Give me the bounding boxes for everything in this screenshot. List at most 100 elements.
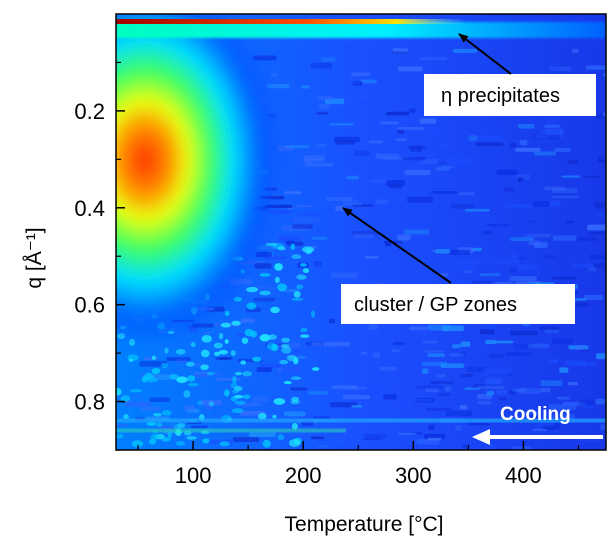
texture-speckle <box>274 276 280 284</box>
annotation-cluster-gp-zones: cluster / GP zones <box>341 207 575 324</box>
texture-speckle <box>397 432 417 436</box>
texture-speckle <box>360 351 367 355</box>
texture-speckle <box>340 199 358 203</box>
texture-speckle <box>532 272 542 275</box>
texture-speckle <box>556 396 571 400</box>
texture-speckle <box>116 424 129 427</box>
texture-speckle <box>362 438 380 441</box>
texture-speckle <box>124 401 152 407</box>
texture-speckle <box>575 302 589 307</box>
texture-speckle <box>595 398 606 405</box>
texture-speckle <box>297 205 312 208</box>
texture-speckle <box>483 368 511 374</box>
texture-speckle <box>293 290 301 298</box>
texture-speckle <box>528 240 541 246</box>
texture-speckle <box>488 353 505 358</box>
texture-speckle <box>561 175 581 178</box>
texture-speckle <box>230 396 238 402</box>
texture-speckle <box>291 422 298 430</box>
texture-speckle <box>542 255 557 259</box>
texture-speckle <box>335 205 345 211</box>
texture-speckle <box>530 415 539 419</box>
cooling-label: Cooling <box>500 404 571 425</box>
texture-speckle <box>440 363 465 369</box>
texture-speckle <box>224 310 230 317</box>
annotation-arrow <box>342 207 452 284</box>
texture-speckle <box>208 401 215 407</box>
texture-speckle <box>329 318 336 324</box>
texture-speckle <box>233 297 242 302</box>
texture-speckle <box>445 386 452 392</box>
texture-speckle <box>509 267 518 273</box>
texture-speckle <box>219 356 233 360</box>
texture-speckle <box>231 408 244 414</box>
texture-speckle <box>486 390 495 396</box>
texture-speckle <box>524 233 551 238</box>
texture-speckle <box>424 387 440 393</box>
texture-speckle <box>425 407 453 411</box>
texture-speckle <box>428 424 435 431</box>
annotation-eta-precipitates: η precipitates <box>424 33 596 116</box>
texture-speckle <box>495 390 508 395</box>
texture-speckle <box>602 95 606 99</box>
texture-speckle <box>310 62 332 69</box>
heatmap-plot-area <box>116 14 606 450</box>
texture-speckle <box>514 147 541 152</box>
texture-speckle <box>589 254 606 260</box>
texture-speckle <box>230 350 236 357</box>
texture-speckle <box>576 237 598 241</box>
texture-speckle <box>580 349 591 352</box>
texture-speckle <box>283 381 292 385</box>
texture-speckle <box>312 415 330 419</box>
texture-speckle <box>242 370 252 377</box>
texture-speckle <box>234 400 246 405</box>
texture-speckle <box>451 265 478 271</box>
texture-speckle <box>236 333 245 337</box>
y-tick-label: 0.2 <box>74 99 105 124</box>
texture-speckle <box>270 73 279 77</box>
texture-speckle <box>468 135 478 141</box>
texture-speckle <box>588 267 597 272</box>
texture-speckle <box>267 334 277 340</box>
texture-speckle <box>528 343 550 349</box>
texture-speckle <box>509 330 538 336</box>
texture-speckle <box>166 357 191 361</box>
x-axis-title: Temperature [°C] <box>285 513 444 536</box>
texture-speckle <box>351 167 359 171</box>
texture-speckle <box>544 186 566 191</box>
texture-speckle <box>595 353 606 360</box>
texture-speckle <box>314 263 321 269</box>
texture-speckle <box>161 437 171 442</box>
y-tick-label: 0.6 <box>74 293 105 318</box>
texture-speckle <box>148 438 157 445</box>
texture-speckle <box>296 274 307 280</box>
texture-speckle <box>471 247 482 252</box>
texture-speckle <box>404 398 432 402</box>
texture-speckle <box>548 404 577 411</box>
low-q-band <box>116 22 606 38</box>
texture-speckle <box>446 158 473 165</box>
texture-speckle <box>515 257 526 260</box>
x-tick-label: 400 <box>505 463 542 488</box>
texture-speckle <box>224 339 229 344</box>
texture-speckle <box>336 446 358 450</box>
texture-speckle <box>459 405 468 410</box>
x-tick-label: 100 <box>175 463 212 488</box>
texture-speckle <box>290 243 296 251</box>
texture-speckle <box>533 242 548 249</box>
texture-speckle <box>325 196 353 202</box>
texture-speckle <box>386 180 405 186</box>
x-tick-label: 200 <box>285 463 322 488</box>
texture-speckle <box>368 140 384 144</box>
texture-speckle <box>232 389 240 394</box>
texture-speckle <box>139 360 168 367</box>
texture-speckle <box>213 342 223 349</box>
texture-speckle <box>386 111 410 116</box>
texture-speckle <box>379 121 399 125</box>
texture-speckle <box>552 338 574 344</box>
texture-speckle <box>190 425 208 429</box>
texture-speckle <box>201 349 210 358</box>
texture-speckle <box>156 426 180 430</box>
texture-speckle <box>401 157 426 161</box>
texture-speckle <box>384 243 392 247</box>
